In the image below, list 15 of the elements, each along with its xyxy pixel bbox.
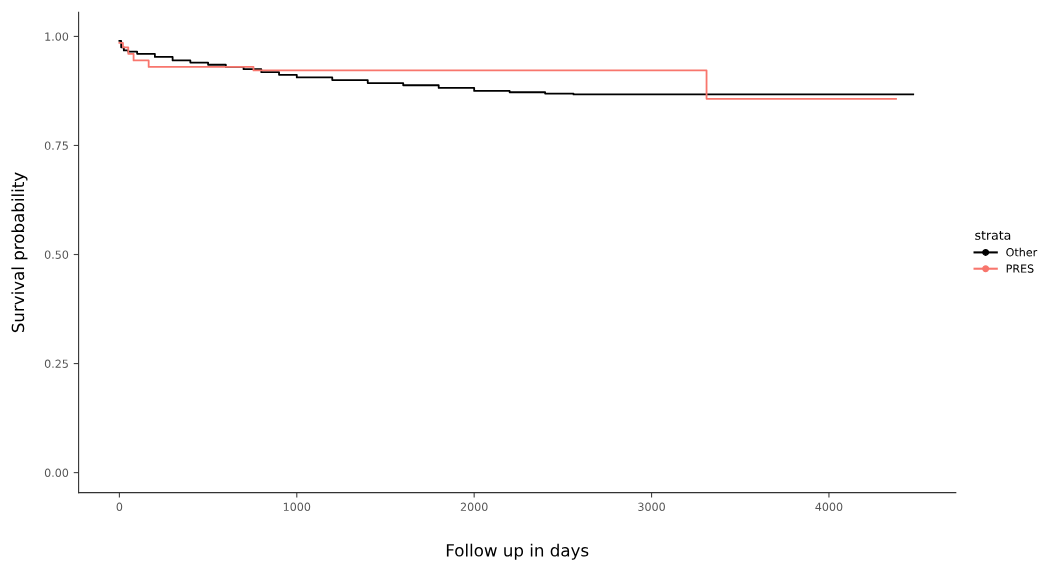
x-axis-title: Follow up in days: [446, 543, 589, 560]
legend-label: Other: [1006, 247, 1038, 257]
y-axis-title: Survival probability: [11, 172, 28, 333]
x-tick-label: 3000: [638, 502, 665, 511]
y-tick-label: 0.00: [44, 468, 69, 477]
legend-label: PRES: [1006, 264, 1034, 273]
legend-title: strata: [975, 230, 1011, 240]
y-tick-label: 0.75: [44, 141, 68, 150]
x-tick-label: 2000: [460, 502, 488, 511]
y-tick-label: 0.25: [44, 359, 68, 368]
x-tick-label: 1000: [283, 502, 311, 511]
y-tick-label: 1.00: [45, 32, 69, 41]
y-tick-label: 0.50: [44, 250, 69, 259]
x-tick-label: 4000: [815, 502, 843, 511]
x-tick-label: 0: [116, 502, 123, 511]
